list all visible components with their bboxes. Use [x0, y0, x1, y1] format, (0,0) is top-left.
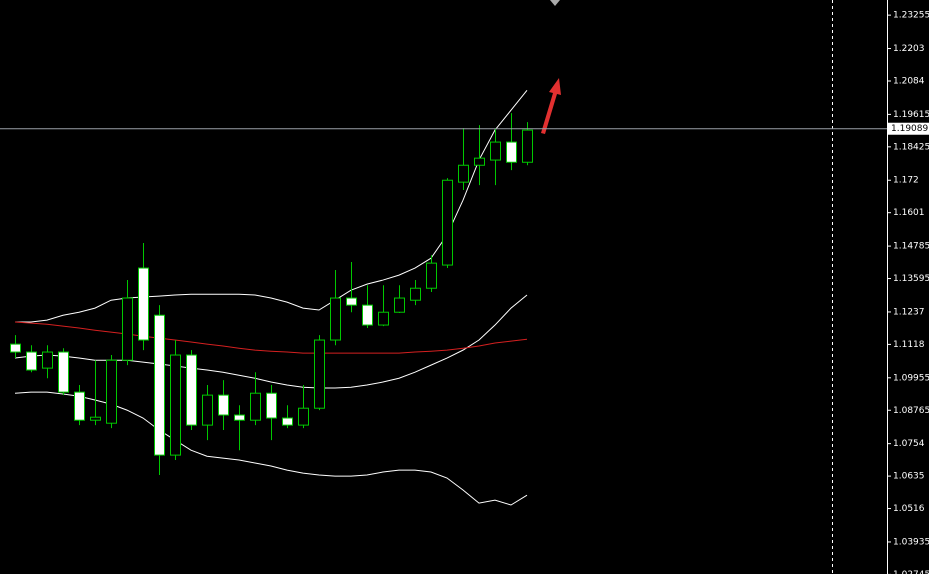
y-tick-label: 1.13595 — [893, 274, 929, 284]
candle-body — [106, 359, 117, 424]
candle-body — [346, 297, 357, 306]
candle-body — [426, 262, 437, 289]
y-tick-label: 1.08765 — [893, 406, 929, 416]
candle-body — [122, 297, 133, 361]
y-tick-label: 1.1118 — [893, 340, 925, 350]
y-tick-label: 1.03935 — [893, 537, 929, 547]
candle-body — [154, 314, 165, 456]
candle-body — [138, 267, 149, 341]
candle-body — [362, 304, 373, 326]
current-price-label: 1.19089 — [891, 124, 928, 134]
candle-body — [250, 392, 261, 421]
y-tick-label: 1.14785 — [893, 242, 929, 252]
y-tick-label: 1.19615 — [893, 110, 929, 120]
y-tick-label: 1.18425 — [893, 142, 929, 152]
candle-body — [522, 129, 533, 163]
y-tick-label: 1.0635 — [893, 472, 925, 482]
candle-body — [442, 179, 453, 266]
candle-body — [26, 351, 37, 371]
candle-body — [378, 311, 389, 326]
candle-body — [234, 414, 245, 421]
candle-body — [506, 141, 517, 163]
shift-marker — [550, 0, 560, 6]
y-tick-label: 1.2084 — [893, 76, 925, 86]
candle-body — [458, 164, 469, 183]
candle-body — [490, 141, 501, 161]
candle-body — [186, 354, 197, 426]
candle-body — [266, 392, 277, 419]
indicator-line — [15, 89, 528, 323]
y-tick-label: 1.0754 — [893, 439, 925, 449]
y-tick-label: 1.172 — [893, 176, 919, 186]
indicator-line — [14, 391, 528, 506]
candle-body — [170, 354, 181, 456]
candle-body — [394, 297, 405, 313]
candle-body — [90, 416, 101, 421]
indicator-line — [14, 321, 528, 354]
candle-body — [218, 394, 229, 416]
plot-area — [10, 89, 533, 506]
candle-body — [58, 351, 69, 393]
candle-body — [282, 417, 293, 426]
candle-body — [298, 407, 309, 426]
candle-body — [330, 297, 341, 341]
indicator-line — [14, 294, 528, 389]
trend-arrow — [541, 78, 561, 134]
y-tick-label: 1.02745 — [893, 570, 929, 574]
y-tick-label: 1.1601 — [893, 208, 925, 218]
candle-body — [42, 351, 53, 369]
candle-body — [474, 157, 485, 166]
candle-body — [314, 339, 325, 409]
candle-body — [202, 394, 213, 426]
y-tick-label: 1.0516 — [893, 504, 925, 514]
y-tick-label: 1.2203 — [893, 44, 925, 54]
candle-body — [74, 391, 85, 421]
candle-body — [410, 287, 421, 301]
current-price-box — [888, 122, 929, 135]
y-tick-label: 1.23255 — [893, 11, 929, 21]
y-tick-label: 1.09955 — [893, 373, 929, 383]
y-tick-label: 1.1237 — [893, 307, 925, 317]
candle-body — [10, 343, 21, 353]
